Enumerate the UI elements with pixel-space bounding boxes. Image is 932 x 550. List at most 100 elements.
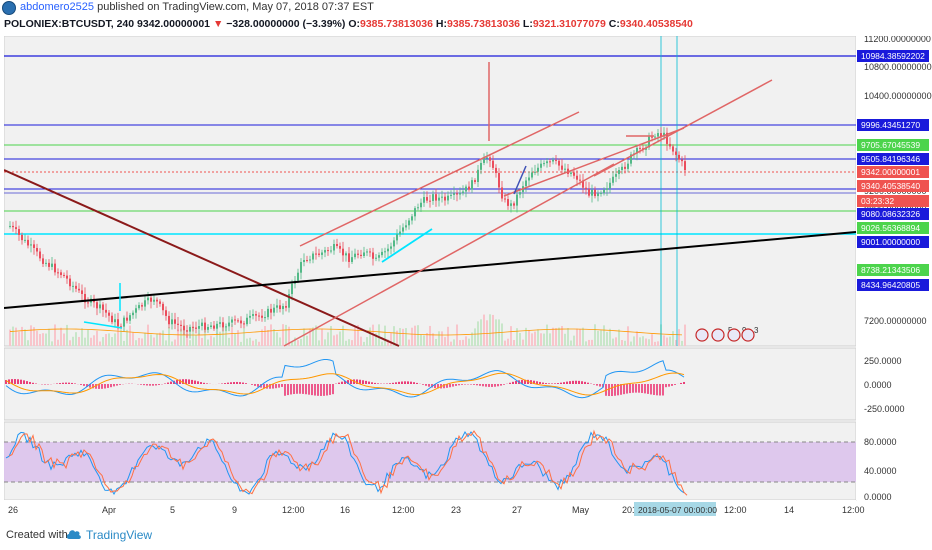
author-name[interactable]: abdomero2525: [20, 1, 95, 13]
author-avatar[interactable]: [2, 1, 16, 15]
candle-body: [291, 283, 293, 295]
macd-histogram-bar: [548, 383, 550, 384]
volume-bar: [345, 340, 347, 346]
volume-bar: [261, 329, 263, 346]
volume-bar: [456, 324, 458, 346]
volume-bar: [111, 337, 113, 346]
price-level-tag: [857, 279, 929, 291]
cyan-segment-2[interactable]: [83, 321, 123, 329]
volume-bar: [33, 327, 35, 346]
flag-badge-1[interactable]: [695, 328, 709, 342]
volume-bar: [669, 336, 671, 346]
macd-histogram-bar: [185, 379, 187, 384]
volume-bar: [579, 329, 581, 346]
candle-body: [150, 297, 152, 302]
flag-badge-2[interactable]: [711, 328, 725, 342]
macd-histogram-bar: [89, 384, 91, 388]
candle-body: [186, 330, 188, 332]
macd-histogram-bar: [476, 384, 478, 386]
candle-body: [450, 194, 452, 196]
volume-bar: [408, 339, 410, 346]
macd-histogram-bar: [539, 381, 541, 384]
macd-histogram-bar: [560, 382, 562, 384]
flag-badge-3[interactable]: [727, 328, 741, 342]
volume-bar: [96, 330, 98, 346]
blue-segment[interactable]: [513, 165, 527, 195]
volume-bar: [138, 337, 140, 346]
volume-bar: [369, 327, 371, 346]
macd-histogram-bar: [350, 379, 352, 384]
candle-body: [414, 208, 416, 217]
stoch-tick-label: 40.0000: [864, 466, 897, 476]
candle-body: [468, 186, 470, 190]
candle-body: [369, 251, 371, 253]
candle-body: [648, 136, 650, 148]
macd-histogram-bar: [542, 382, 544, 384]
candle-body: [54, 263, 56, 273]
candle-body: [510, 203, 512, 206]
candle-body: [351, 257, 353, 262]
macd-histogram-bar: [254, 384, 256, 386]
candle-body: [309, 259, 311, 261]
macd-histogram-bar: [233, 382, 235, 384]
channel-lower-1[interactable]: [283, 163, 615, 347]
macd-histogram-bar: [434, 384, 436, 389]
candle-body: [576, 175, 578, 180]
volume-bar: [462, 339, 464, 346]
chart-header: abdomero2525 published on TradingView.co…: [0, 0, 932, 34]
volume-bar: [420, 334, 422, 346]
macd-histogram-bar: [257, 384, 259, 387]
macd-histogram-bar: [659, 384, 661, 396]
volume-bar: [378, 324, 380, 346]
chart-area[interactable]: 5 9 3 11200.00000000 10800.00000000 10400.…: [3, 34, 932, 520]
candle-body: [270, 308, 272, 313]
macd-histogram-bar: [416, 382, 418, 384]
macd-histogram-bar: [344, 380, 346, 384]
event-badges[interactable]: 5 9 3: [695, 326, 759, 342]
tradingview-brand[interactable]: TradingView: [86, 528, 153, 542]
candle-body: [207, 327, 209, 330]
candle-body: [516, 194, 518, 206]
macd-histogram-bar: [296, 384, 298, 394]
volume-bar: [51, 341, 53, 346]
downtrend-line[interactable]: [3, 169, 400, 347]
volume-bar: [78, 336, 80, 346]
volume-bar: [435, 338, 437, 346]
macd-histogram-bar: [293, 384, 295, 395]
candle-body: [501, 187, 503, 199]
volume-bar: [60, 327, 62, 346]
macd-histogram-bar: [278, 384, 280, 388]
channel-mid[interactable]: [503, 127, 685, 197]
flag-badge-4[interactable]: [741, 328, 755, 342]
macd-histogram-bar: [593, 384, 595, 385]
macd-histogram-bar: [656, 384, 658, 396]
candle-body: [132, 312, 134, 316]
candle-body: [492, 160, 494, 168]
volume-bar: [633, 336, 635, 346]
price-level-tag: [857, 264, 929, 276]
volume-bar: [396, 330, 398, 346]
candle-body: [420, 202, 422, 208]
trend-drawings[interactable]: [3, 62, 857, 347]
channel-upper-1[interactable]: [299, 111, 580, 247]
volume-bar: [492, 314, 494, 346]
candle-body: [318, 253, 320, 255]
candle-body: [321, 252, 323, 255]
macd-histogram-bar: [239, 382, 241, 384]
volume-bar: [522, 339, 524, 346]
volume-bar: [330, 325, 332, 346]
volume-bar: [12, 326, 14, 346]
candle-body: [288, 294, 290, 308]
cyan-segment-1[interactable]: [381, 228, 433, 263]
macd-histogram-bar: [611, 384, 613, 397]
macd-histogram-bar: [446, 384, 448, 388]
macd-histogram-bar: [371, 382, 373, 384]
volume-bar: [672, 331, 674, 346]
macd-histogram-bar: [71, 382, 73, 384]
candle-body: [108, 312, 110, 316]
price-pane[interactable]: [3, 35, 857, 347]
candle-body: [549, 161, 551, 163]
candle-body: [231, 319, 233, 323]
candle-body: [252, 314, 254, 316]
long-trend-line[interactable]: [3, 231, 857, 309]
